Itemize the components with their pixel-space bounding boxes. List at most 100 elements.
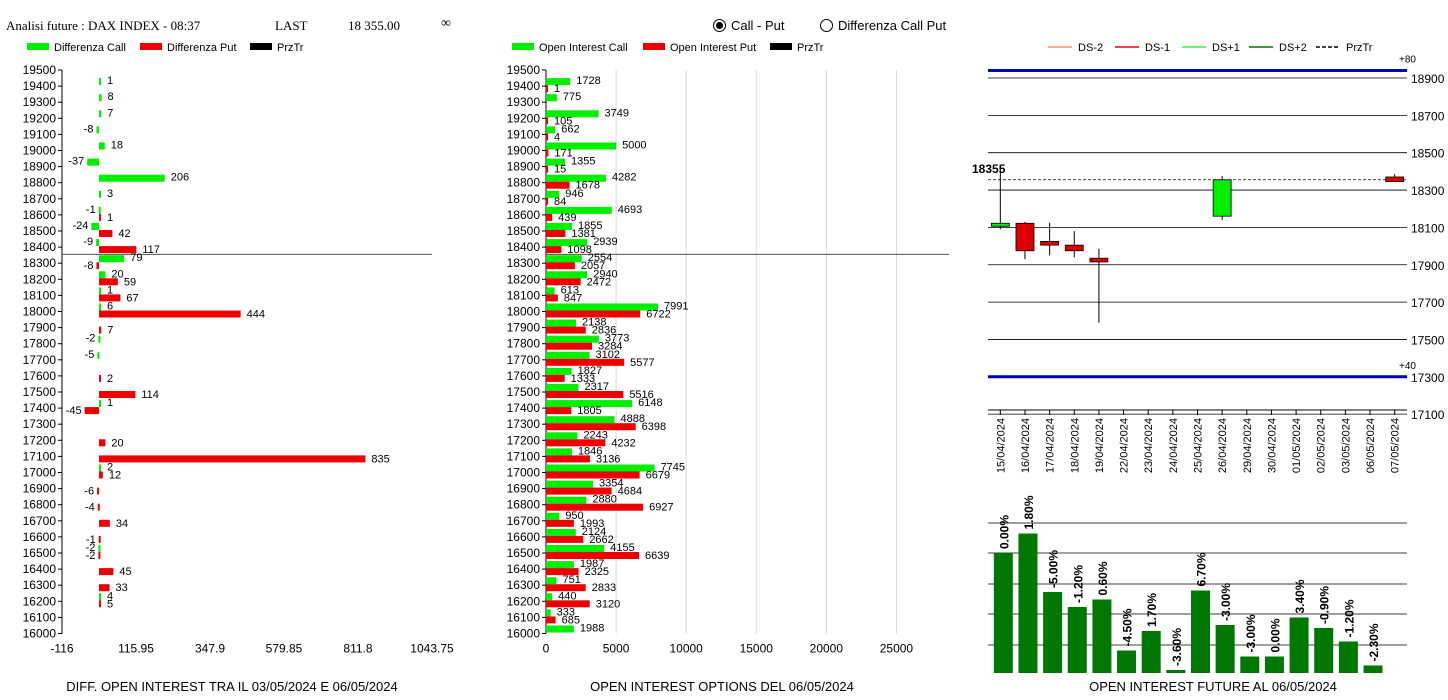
strike-label: 18400: [23, 240, 57, 254]
strike-label: 19200: [507, 111, 541, 125]
radio-call-put[interactable]: [713, 19, 726, 32]
put-value-label: 105: [554, 115, 572, 127]
put-bar: [98, 535, 101, 543]
put-value-label: 1678: [576, 180, 600, 192]
strike-label: 19300: [23, 95, 57, 109]
call-value-label: 2940: [593, 268, 617, 280]
call-bar: [98, 206, 101, 214]
band-label: +80: [1399, 55, 1416, 66]
put-bar: [99, 600, 102, 608]
put-bar: [99, 230, 113, 237]
put-bar: [99, 455, 366, 463]
put-value-label: 444: [247, 309, 265, 321]
call-bar: [99, 303, 102, 311]
strike-label: 16100: [507, 610, 541, 624]
put-bar: [546, 181, 570, 189]
future-bar-label: 0.00%: [1268, 618, 1282, 652]
radio-call-put-label[interactable]: Call - Put: [731, 18, 785, 33]
future-bar-label: -3.00%: [1219, 583, 1233, 621]
strike-label: 16800: [507, 498, 541, 512]
strike-label: 17500: [23, 385, 57, 399]
date-label: 07/05/2024: [1390, 418, 1402, 473]
call-value-label: 1: [107, 75, 113, 87]
call-bar: [546, 94, 557, 102]
call-value-label: 18: [111, 140, 123, 152]
strike-label: 17400: [23, 401, 57, 415]
call-bar: [546, 512, 560, 520]
future-bar: [1141, 631, 1161, 673]
call-bar: [546, 367, 572, 375]
put-value-label: 5: [107, 598, 113, 610]
put-value-label: 2833: [592, 582, 616, 594]
put-bar: [96, 262, 100, 270]
strike-label: 16000: [23, 627, 57, 641]
call-bar: [546, 432, 578, 440]
future-bar-label: -2.30%: [1367, 623, 1381, 661]
call-bar: [546, 223, 573, 230]
put-bar: [97, 487, 100, 495]
legend-swatch-2: [770, 43, 792, 50]
strike-label: 16300: [507, 578, 541, 592]
chart-title: OPEN INTEREST OPTIONS DEL 06/05/2024: [590, 679, 854, 694]
call-value-label: 2939: [593, 236, 617, 248]
future-bar-label: -0.90%: [1318, 586, 1332, 624]
y-tick-label: 18500: [1411, 147, 1445, 161]
call-bar: [546, 319, 576, 327]
call-bar: [546, 625, 574, 633]
put-bar: [546, 310, 641, 318]
call-bar: [546, 78, 571, 86]
strike-label: 18800: [23, 176, 57, 190]
strike-label: 17000: [23, 466, 57, 480]
candle-body: [1064, 244, 1084, 252]
call-bar: [546, 335, 599, 343]
infinity-icon: ∞: [441, 16, 451, 31]
radio-diff-call-put[interactable]: [820, 19, 833, 32]
call-bar: [546, 464, 655, 472]
strike-label: 17800: [23, 337, 57, 351]
header-title: Analisi future : DAX INDEX - 08:37: [6, 18, 201, 33]
radio-diff-call-put-label[interactable]: Differenza Call Put: [838, 18, 947, 33]
last-price-label: 18355: [972, 162, 1006, 176]
strike-label: 17900: [507, 321, 541, 335]
call-bar: [546, 561, 574, 569]
put-bar: [546, 535, 584, 543]
put-bar: [546, 358, 625, 366]
put-bar: [84, 407, 100, 415]
call-value-label: 613: [561, 284, 579, 296]
future-bar: [1067, 607, 1087, 673]
put-bar: [99, 584, 110, 592]
call-value-label: -37: [68, 156, 84, 168]
strike-label: 18700: [507, 192, 541, 206]
put-value-label: -45: [66, 405, 82, 417]
call-bar: [546, 110, 599, 118]
put-value-label: -8: [84, 260, 94, 272]
strike-label: 19500: [23, 63, 57, 77]
future-bar-label: -5.00%: [1047, 550, 1061, 588]
strike-label: 16900: [23, 482, 57, 496]
put-value-label: 1098: [567, 244, 591, 256]
put-bar: [546, 519, 574, 527]
call-bar: [99, 142, 105, 150]
put-bar: [546, 246, 562, 254]
chart-title: DIFF. OPEN INTEREST TRA IL 03/05/2024 E …: [66, 679, 397, 694]
put-value-label: 1333: [571, 373, 595, 385]
date-label: 15/04/2024: [995, 418, 1007, 473]
put-bar: [546, 165, 548, 173]
strike-label: 17100: [507, 449, 541, 463]
strike-label: 16800: [23, 498, 57, 512]
call-bar: [546, 351, 590, 359]
strike-label: 19500: [507, 63, 541, 77]
put-bar: [546, 584, 586, 592]
call-bar: [91, 223, 100, 230]
strike-label: 16200: [23, 594, 57, 608]
future-bar: [1289, 617, 1309, 673]
put-bar: [546, 326, 586, 334]
call-value-label: 2317: [584, 381, 608, 393]
legend-label: DS-1: [1145, 42, 1170, 54]
strike-label: 16600: [507, 530, 541, 544]
future-bar: [1338, 641, 1358, 673]
call-value-label: 775: [563, 91, 581, 103]
call-value-label: 4: [107, 590, 113, 602]
call-bar: [546, 448, 572, 456]
legend-swatch-1: [140, 43, 162, 50]
